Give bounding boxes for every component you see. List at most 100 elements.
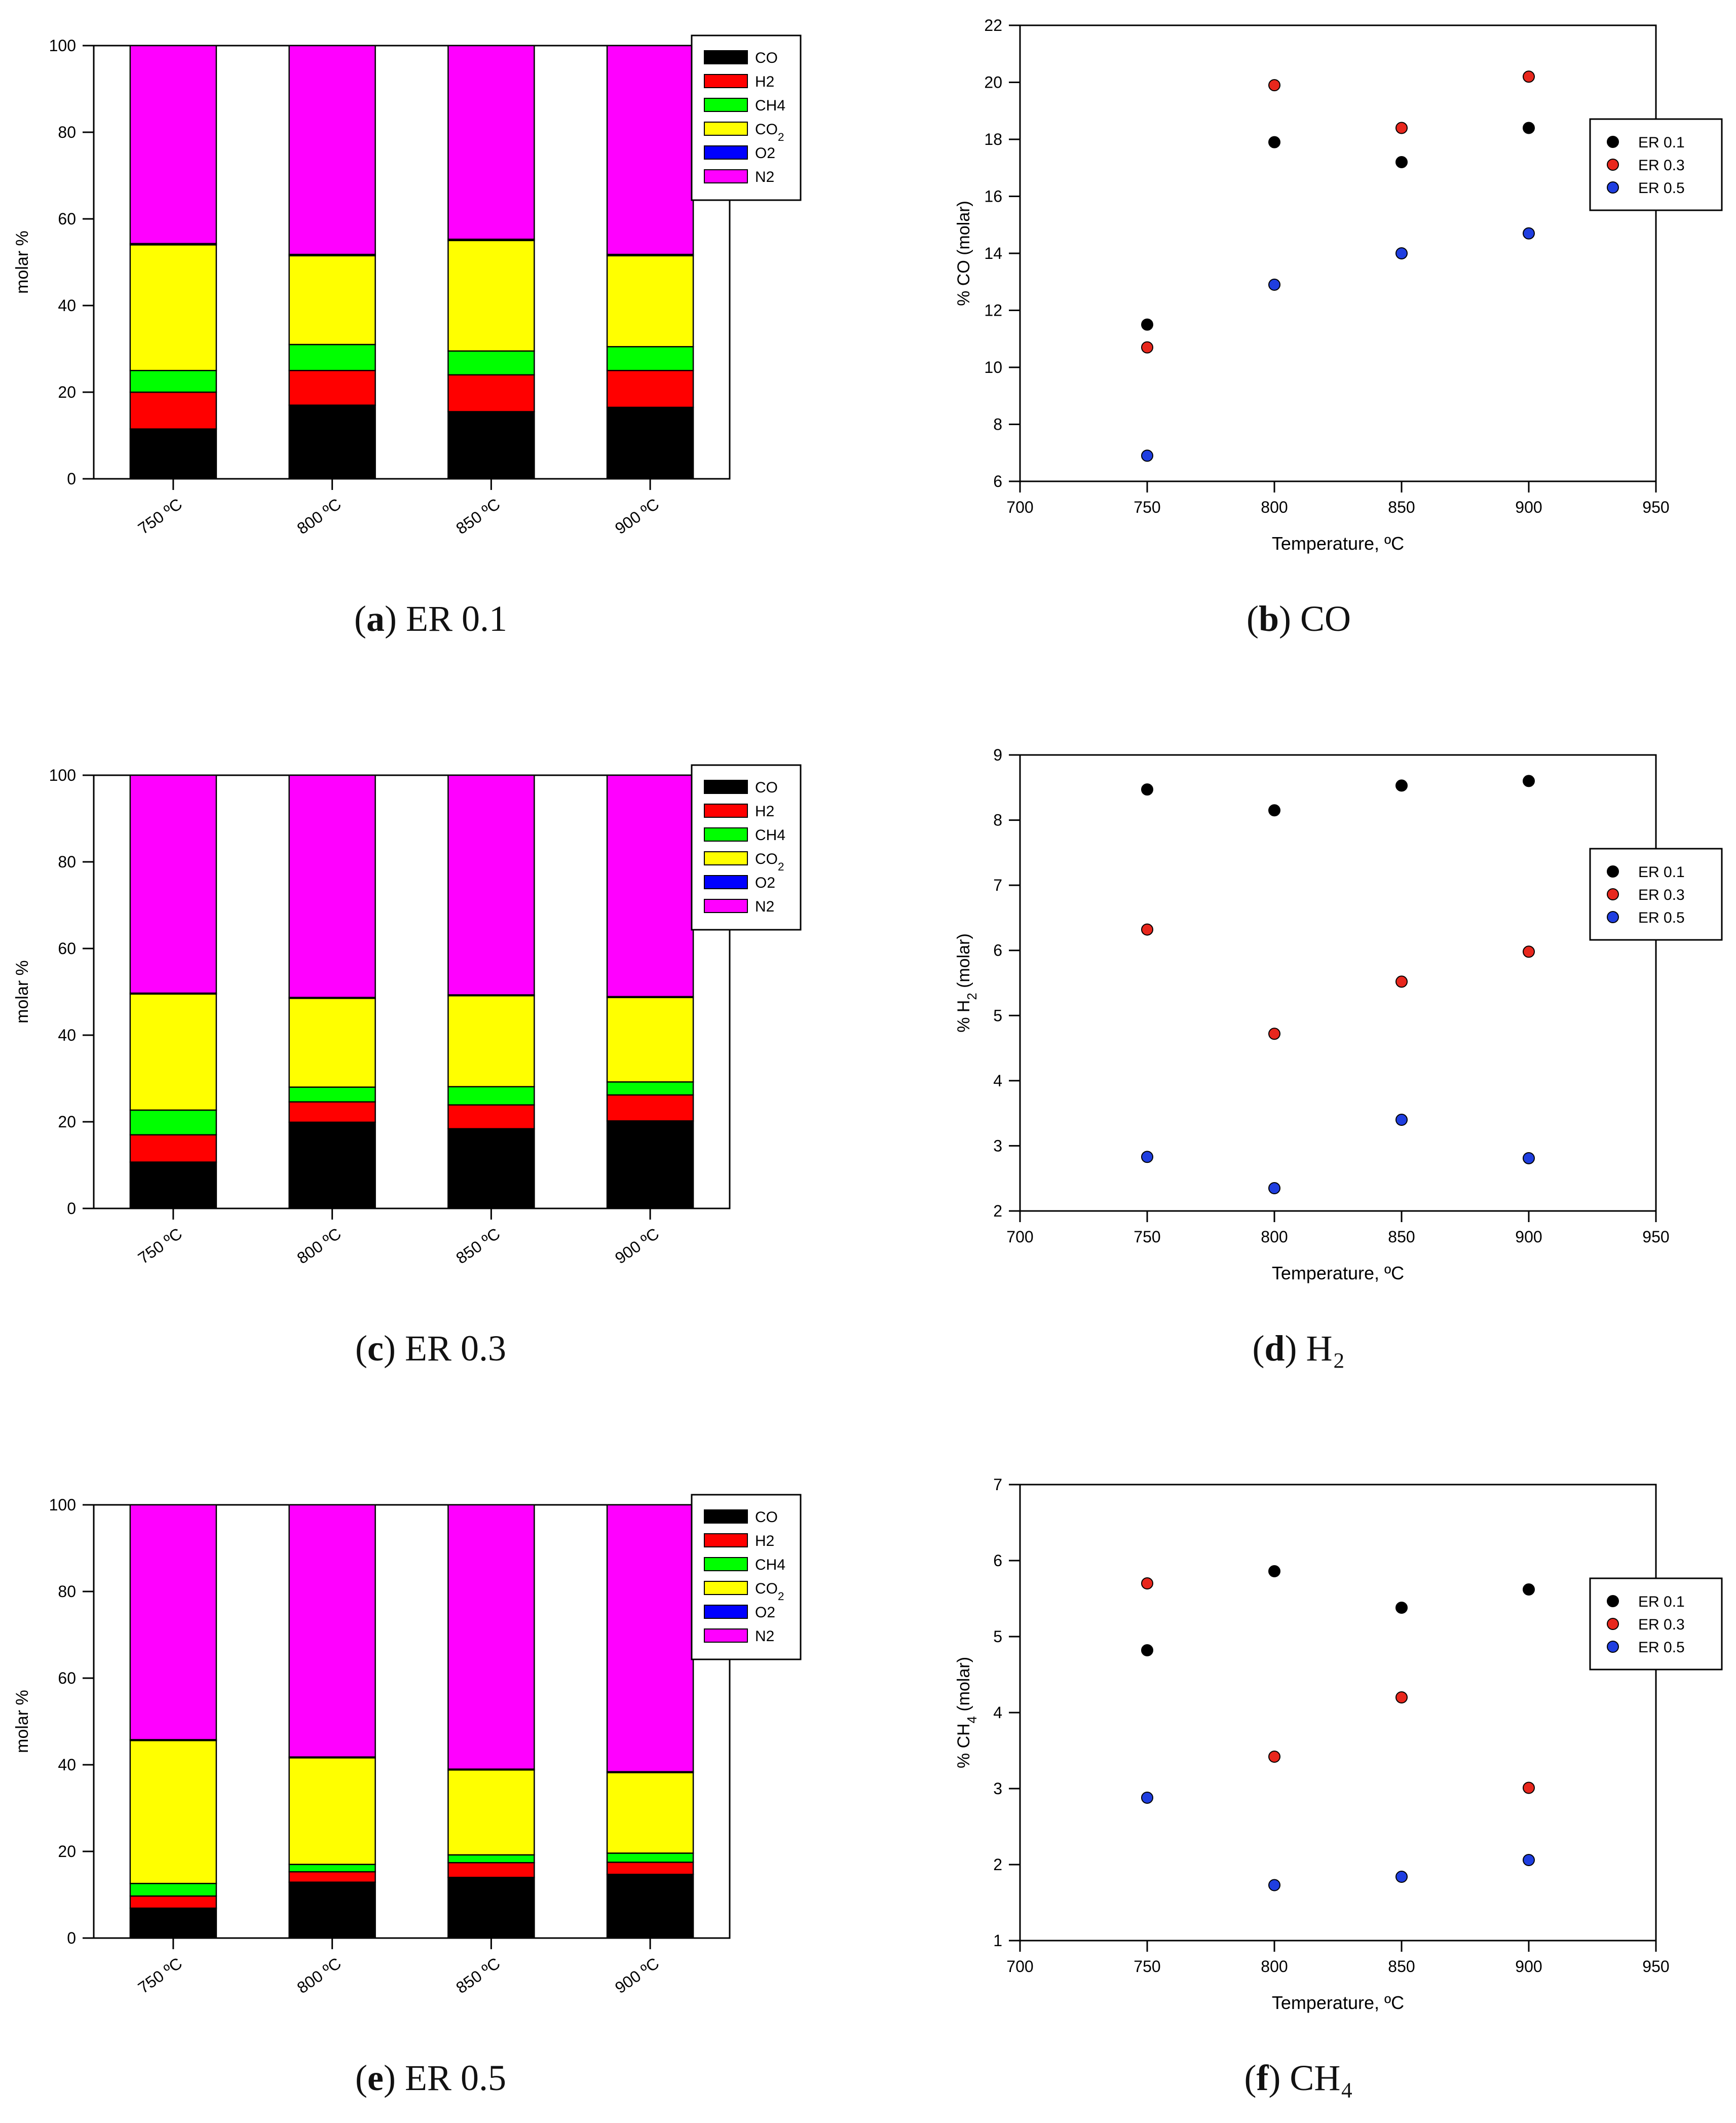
legend-label-er-0-5: ER 0.5 (1638, 180, 1685, 197)
x-tick-label: 750 ºC (135, 1954, 185, 1997)
point-er-0-1 (1523, 775, 1535, 787)
bar-segment-h2 (447, 1104, 535, 1129)
x-axis-label: Temperature, ºC (1272, 533, 1404, 554)
x-tick-label: 850 ºC (452, 1224, 503, 1267)
bar-segment-co2 (447, 1769, 535, 1856)
legend-label-co: CO (755, 1509, 778, 1526)
point-er-0-1 (1523, 1583, 1535, 1596)
bar-segment-ch4 (288, 1864, 376, 1873)
legend-label-er-0-3: ER 0.3 (1638, 157, 1685, 174)
legend-marker-er-0-1 (1607, 1595, 1619, 1607)
x-tick-label: 850 (1388, 498, 1415, 516)
point-er-0-5 (1523, 1152, 1535, 1164)
point-er-0-3 (1395, 1691, 1408, 1703)
y-tick-label: 14 (984, 244, 1002, 262)
y-axis-label: % CH4 (molar) (954, 1657, 979, 1768)
y-tick-label: 100 (49, 766, 76, 784)
bar-segment-ch4 (447, 1854, 535, 1864)
point-er-0-1 (1268, 804, 1280, 817)
x-tick-label: 900 ºC (612, 1954, 662, 1997)
y-tick-label: 10 (984, 358, 1002, 376)
point-er-0-5 (1268, 1182, 1280, 1194)
chart-d-h2: 2 3 4 5 6 7 8 9 700 750 800 850 900 950 Temperature, º… (954, 746, 1723, 1283)
legend-marker-er-0-3 (1607, 888, 1619, 900)
caption-b-text: CO (1300, 598, 1351, 639)
caption-b: (b) CO (1246, 598, 1351, 639)
bar-segment-co2 (606, 997, 694, 1083)
bar-segment-n2 (606, 1504, 694, 1772)
y-tick-label: 100 (49, 1496, 76, 1514)
legend-marker-er-0-1 (1607, 136, 1619, 148)
plot-frame (1019, 754, 1657, 1212)
legend-swatch-co (704, 1509, 748, 1524)
point-er-0-3 (1395, 122, 1408, 134)
y-tick-label: 20 (58, 383, 76, 401)
point-er-0-1 (1395, 1602, 1408, 1614)
x-tick-label: 850 ºC (452, 1954, 503, 1997)
point-er-0-3 (1395, 975, 1408, 988)
y-tick-label: 100 (49, 36, 76, 55)
plot-frame (93, 45, 731, 480)
bar-segment-co2 (606, 1772, 694, 1854)
bar-segment-n2 (606, 774, 694, 998)
y-axis-label: molar % (13, 1690, 32, 1753)
caption-c-text: ER 0.3 (404, 1328, 506, 1369)
caption-a: (a) ER 0.1 (354, 598, 507, 639)
x-tick-label: 900 ºC (612, 495, 662, 538)
y-tick-label: 60 (58, 1669, 76, 1687)
point-er-0-3 (1141, 1577, 1153, 1589)
y-tick-label: 0 (67, 1199, 76, 1218)
y-tick-label: 9 (993, 746, 1002, 764)
x-axis-label: Temperature, ºC (1272, 1992, 1404, 2013)
legend-label-co2: CO2 (755, 851, 784, 873)
x-tick-label: 850 ºC (452, 495, 503, 538)
caption-e: (e) ER 0.5 (355, 2058, 506, 2098)
y-tick-label: 80 (58, 123, 76, 141)
point-er-0-3 (1268, 79, 1280, 92)
bar-segment-co2 (447, 240, 535, 352)
point-er-0-3 (1523, 1781, 1535, 1794)
bar-segment-co (447, 411, 535, 480)
caption-c-letter: c (367, 1328, 384, 1369)
bar-segment-h2 (129, 1134, 217, 1163)
bar-segment-co (447, 1877, 535, 1939)
bar-segment-n2 (447, 45, 535, 240)
legend-label-n2: N2 (755, 1628, 774, 1645)
bar-segment-ch4 (606, 346, 694, 371)
plot-frame (93, 1504, 731, 1939)
y-tick-label: 4 (993, 1072, 1002, 1090)
bar-segment-n2 (447, 774, 535, 996)
point-er-0-1 (1395, 156, 1408, 168)
legend-label-er-0-3: ER 0.3 (1638, 887, 1685, 903)
x-axis-label: Temperature, ºC (1272, 1263, 1404, 1283)
y-tick-label: 8 (993, 415, 1002, 434)
legend-swatch-co2 (704, 1581, 748, 1595)
legend-swatch-ch4 (704, 827, 748, 842)
y-tick-label: 4 (993, 1703, 1002, 1722)
y-tick-label: 2 (993, 1202, 1002, 1220)
caption-f-text: CH₄ (1290, 2058, 1353, 2098)
y-tick-label: 18 (984, 130, 1002, 148)
y-tick-label: 80 (58, 853, 76, 871)
x-tick-label: 900 (1515, 1957, 1542, 1976)
bar-segment-ch4 (447, 350, 535, 376)
legend-box (1589, 118, 1723, 211)
x-tick-label: 850 (1388, 1228, 1415, 1246)
x-tick-label: 850 (1388, 1957, 1415, 1976)
point-er-0-1 (1268, 136, 1280, 148)
y-axis-label: % CO (molar) (954, 201, 973, 306)
y-axis-label: % H2 (molar) (954, 933, 979, 1033)
bar-segment-h2 (606, 370, 694, 408)
legend-marker-er-0-5 (1607, 181, 1619, 194)
legend-swatch-h2 (704, 74, 748, 88)
y-tick-label: 7 (993, 1475, 1002, 1494)
legend-label-er-0-1: ER 0.1 (1638, 134, 1685, 151)
chart-a-er-0-1: 0 20 40 60 80 100 molar % 750 ºC 800 ºC 850 ºC 900… (13, 34, 802, 538)
bar-segment-h2 (129, 1895, 217, 1909)
y-tick-label: 5 (993, 1627, 1002, 1646)
y-tick-label: 2 (993, 1855, 1002, 1874)
point-er-0-5 (1268, 278, 1280, 291)
point-er-0-5 (1395, 247, 1408, 259)
bar-segment-co2 (288, 998, 376, 1088)
bar-segment-co (447, 1128, 535, 1209)
